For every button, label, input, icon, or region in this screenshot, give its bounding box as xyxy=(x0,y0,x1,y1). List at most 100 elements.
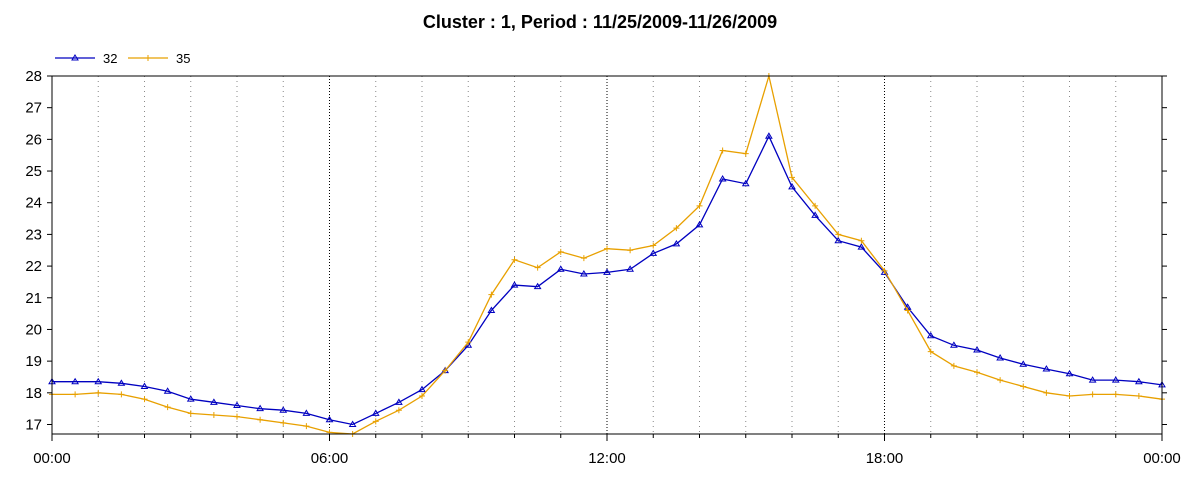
x-tick-label: 00:00 xyxy=(1143,450,1181,467)
data-point xyxy=(418,385,426,393)
legend-marker xyxy=(71,54,79,61)
series-line-32 xyxy=(52,134,1163,426)
data-point xyxy=(949,341,958,348)
data-point xyxy=(1020,383,1027,390)
data-point xyxy=(1042,365,1051,372)
data-point xyxy=(1111,376,1120,383)
data-point xyxy=(650,242,657,249)
data-point xyxy=(973,346,981,353)
data-point xyxy=(880,268,889,275)
data-point xyxy=(718,174,727,182)
data-point xyxy=(580,255,587,262)
data-point xyxy=(1135,392,1142,399)
data-point xyxy=(164,404,171,411)
data-point xyxy=(348,420,357,427)
data-point xyxy=(442,367,449,374)
data-point xyxy=(996,353,1005,361)
data-point xyxy=(857,243,866,250)
series-35 xyxy=(49,73,1165,437)
data-point xyxy=(742,150,749,157)
legend-item-35: 35 xyxy=(128,51,190,66)
data-point xyxy=(117,379,126,386)
y-tick-label: 23 xyxy=(25,226,42,243)
data-point xyxy=(419,392,425,399)
data-point xyxy=(372,418,379,425)
data-point xyxy=(163,387,172,394)
data-point xyxy=(487,306,496,313)
y-tick-label: 26 xyxy=(25,131,42,148)
data-point xyxy=(1089,391,1096,398)
data-point xyxy=(94,377,103,385)
data-point xyxy=(279,406,288,413)
plot-frame xyxy=(51,75,1163,435)
data-point xyxy=(627,247,634,254)
data-point xyxy=(764,132,773,139)
data-point xyxy=(904,307,911,314)
data-point xyxy=(140,382,149,389)
chart-title: Cluster : 1, Period : 11/25/2009-11/26/2… xyxy=(422,12,778,32)
data-point xyxy=(812,202,819,209)
data-point xyxy=(557,248,564,255)
data-point xyxy=(187,410,194,417)
data-point xyxy=(556,265,565,272)
series-lines xyxy=(48,73,1166,437)
legend: 32 35 xyxy=(55,51,190,66)
legend-label: 35 xyxy=(176,51,190,66)
data-point xyxy=(1134,377,1143,385)
data-point xyxy=(256,404,265,412)
x-tick-label: 06:00 xyxy=(311,450,349,467)
y-tick-label: 27 xyxy=(25,100,42,117)
data-point xyxy=(186,395,195,402)
data-point xyxy=(71,377,80,385)
legend-label: 32 xyxy=(103,51,117,66)
data-point xyxy=(280,419,287,426)
data-point xyxy=(695,220,704,228)
y-tick-label: 19 xyxy=(25,353,42,370)
data-point xyxy=(603,268,611,275)
data-point xyxy=(1066,392,1073,399)
series-line-35 xyxy=(52,73,1163,435)
data-point xyxy=(579,270,588,277)
grid-lines xyxy=(97,76,1117,434)
data-point xyxy=(95,389,102,396)
data-point xyxy=(626,265,635,272)
y-tick-label: 18 xyxy=(25,385,42,402)
data-point xyxy=(672,239,681,247)
data-point xyxy=(465,339,472,346)
data-point xyxy=(511,256,518,263)
x-tick-label: 00:00 xyxy=(33,450,71,467)
data-point xyxy=(533,282,542,290)
data-point xyxy=(1065,369,1074,377)
data-point xyxy=(927,348,934,355)
data-point xyxy=(1088,376,1097,383)
data-point xyxy=(72,391,79,398)
y-tick-label: 25 xyxy=(25,163,42,180)
data-point xyxy=(673,225,680,232)
legend-item-32: 32 xyxy=(55,51,117,66)
data-point xyxy=(257,416,264,423)
y-tick-label: 20 xyxy=(25,321,42,338)
data-point xyxy=(325,415,334,423)
data-point xyxy=(974,369,980,376)
x-tick-label: 18:00 xyxy=(866,450,904,467)
data-point xyxy=(118,391,125,398)
data-point xyxy=(997,377,1004,384)
data-point xyxy=(394,398,403,405)
data-point xyxy=(488,291,495,298)
y-tick-label: 22 xyxy=(25,258,42,275)
data-point xyxy=(233,401,241,408)
data-point xyxy=(696,202,703,209)
data-point xyxy=(210,411,217,418)
y-tick-label: 21 xyxy=(25,290,42,307)
axes: 17 18 19 20 21 22 23 24 25 26 27 28 00:00 06:00 12:00 1… xyxy=(25,68,1180,467)
legend-marker xyxy=(145,55,151,61)
data-point xyxy=(719,147,726,154)
data-point xyxy=(604,245,610,252)
data-point xyxy=(649,249,658,256)
data-point xyxy=(510,281,519,288)
data-point xyxy=(811,211,820,218)
data-point xyxy=(1043,389,1050,396)
data-point xyxy=(950,362,957,369)
data-point xyxy=(835,231,842,238)
data-point xyxy=(371,409,380,416)
